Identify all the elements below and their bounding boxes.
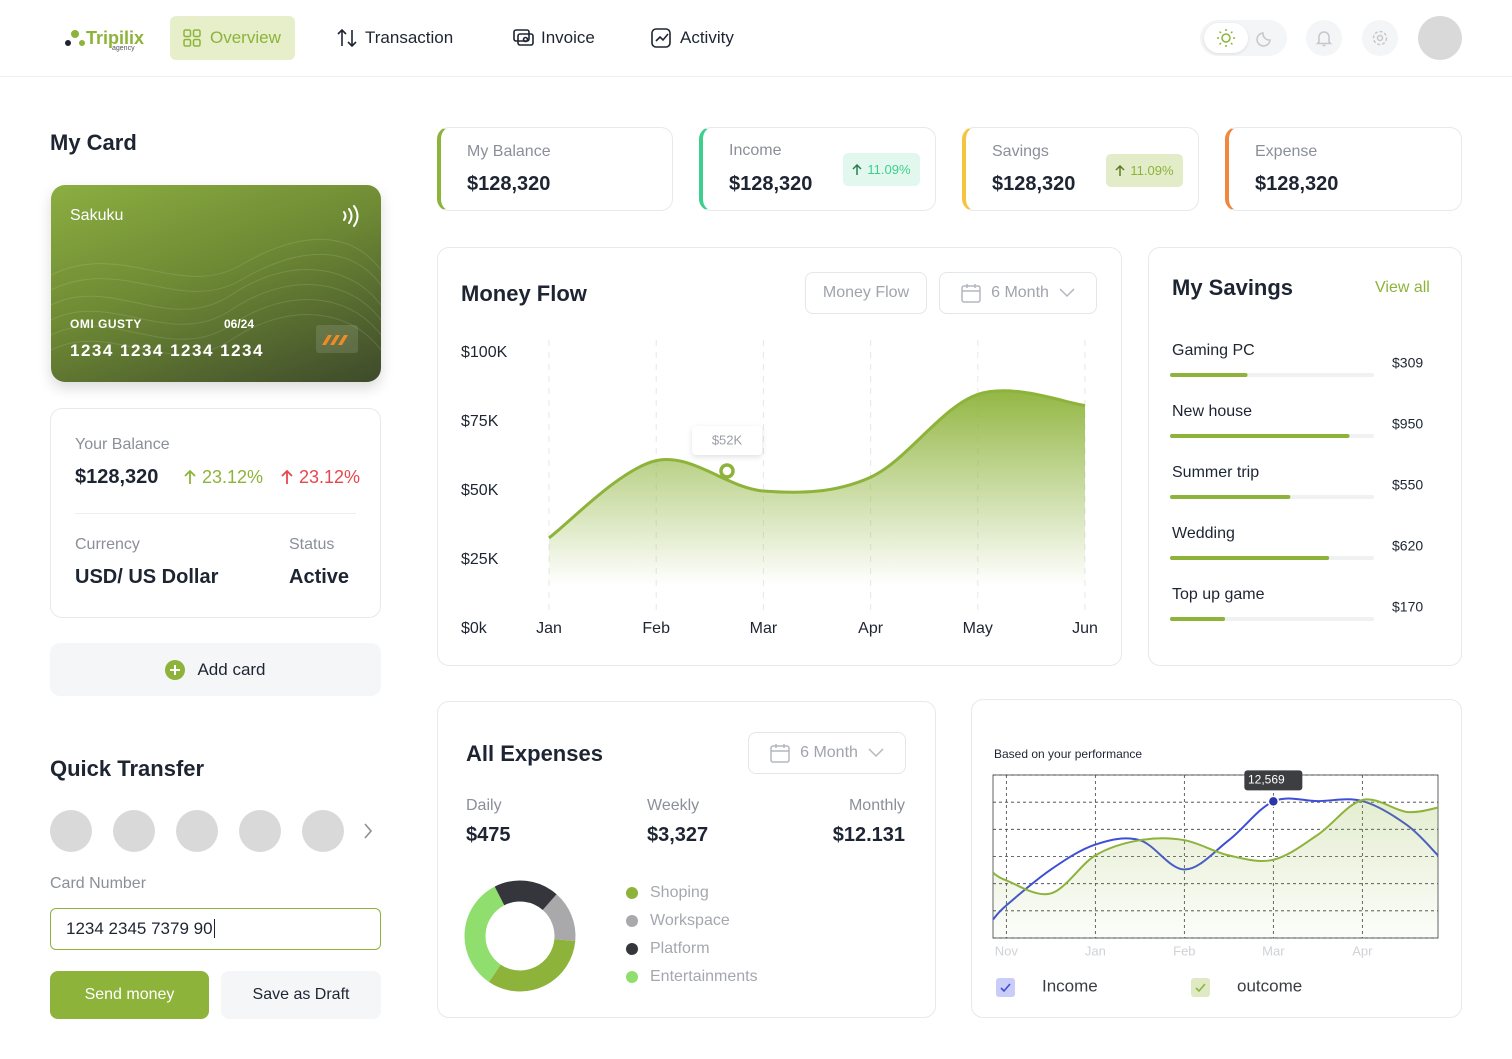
notification-button[interactable] [1306, 20, 1342, 56]
balance-label: Your Balance [75, 436, 170, 453]
period-button[interactable]: 6 Month [939, 272, 1097, 314]
nav-icon [651, 28, 671, 48]
nav-item[interactable]: Overview [210, 28, 281, 47]
arrow-up-icon [1115, 164, 1125, 176]
logo-sub: agency [112, 45, 135, 52]
period-label: 6 Month [991, 284, 1049, 301]
header [0, 0, 1512, 77]
currency-value: USD/ US Dollar [75, 566, 219, 588]
card-number: 1234 1234 1234 1234 [70, 341, 264, 360]
chevron-right[interactable] [362, 822, 374, 840]
avatar[interactable] [1418, 16, 1462, 60]
status-label: Status [289, 536, 335, 553]
balance-value: $128,320 [75, 466, 159, 488]
expense-label: Daily [466, 797, 502, 814]
filter-label: Money Flow [822, 284, 910, 301]
chevron-down [1059, 288, 1075, 298]
nav-icon [183, 29, 201, 47]
nav-active-bg [170, 16, 295, 60]
filter-button[interactable]: Money Flow [805, 272, 927, 314]
arrow-up-icon [281, 469, 293, 484]
stat-card [437, 127, 673, 211]
section-title: My Savings [1172, 275, 1294, 300]
section-title: My Card [50, 130, 137, 155]
logo[interactable]: Tripilix [86, 28, 145, 48]
contact-avatar[interactable] [113, 810, 155, 852]
stat-change-badge: 11.09% [843, 153, 920, 186]
nav-icon [337, 28, 357, 48]
calendar-icon [961, 284, 981, 303]
card-chip [316, 325, 358, 353]
status-value: Active [289, 566, 350, 588]
period-label: 6 Month [800, 744, 858, 761]
section-title: Quick Transfer [50, 756, 205, 781]
balance-change-down: 23.12% [299, 467, 361, 487]
logo-icon [65, 30, 85, 46]
input-text: 1234 2345 7379 90 [66, 919, 213, 938]
stat-change: 11.09% [867, 162, 911, 177]
settings-button[interactable] [1362, 20, 1398, 56]
stat-card [1225, 127, 1462, 211]
stat-value: $128,320 [992, 173, 1076, 195]
arrow-up-icon [184, 469, 196, 484]
nav-item[interactable]: Transaction [365, 28, 454, 47]
expense-label: Monthly [848, 797, 905, 814]
add-card-button[interactable]: Add card [50, 643, 381, 696]
card-holder: OMI GUSTY [70, 317, 142, 331]
stat-label: My Balance [467, 143, 551, 160]
gear-icon [1372, 30, 1388, 46]
stat-label: Savings [992, 143, 1049, 160]
view-all-link[interactable]: View all [1375, 279, 1430, 296]
performance-panel [971, 699, 1462, 1018]
contact-avatar[interactable] [239, 810, 281, 852]
chart-title: Money Flow [461, 281, 587, 306]
expense-value: $12.131 [832, 824, 905, 846]
currency-label: Currency [75, 536, 140, 553]
stat-value: $128,320 [729, 173, 813, 195]
contact-avatar[interactable] [302, 810, 344, 852]
bank-card[interactable] [51, 185, 381, 382]
stat-label: Expense [1255, 143, 1318, 160]
add-card-label: Add card [197, 659, 266, 679]
arrow-up-icon [852, 163, 862, 175]
stat-value: $128,320 [1255, 173, 1339, 195]
bell-icon [1315, 31, 1333, 47]
savings-panel [1148, 247, 1462, 666]
stat-change-badge: 11.09% [1106, 154, 1183, 187]
moon-icon [1256, 32, 1271, 47]
stat-change: 11.09% [1130, 163, 1174, 178]
period-button[interactable]: 6 Month [748, 732, 906, 774]
card-pattern [51, 238, 381, 355]
chevron-down [868, 748, 884, 758]
nav-item[interactable]: Invoice [541, 28, 595, 47]
section-title: All Expenses [466, 741, 603, 766]
caret [213, 919, 215, 938]
contact-avatar[interactable] [50, 810, 92, 852]
card-number-label: Card Number [50, 875, 147, 892]
contact-avatar[interactable] [176, 810, 218, 852]
nav-icon [513, 29, 534, 46]
balance-change-up: 23.12% [202, 467, 264, 487]
card-expiry: 06/24 [224, 317, 255, 331]
divider [75, 513, 356, 514]
stat-label: Income [729, 142, 782, 159]
expense-value: $475 [466, 824, 511, 846]
theme-toggle-knob [1204, 23, 1248, 53]
expense-label: Weekly [647, 797, 700, 814]
nav-item[interactable]: Activity [680, 28, 734, 47]
send-button[interactable]: Send money [50, 971, 209, 1019]
sun-icon [1217, 29, 1235, 47]
card-bank: Sakuku [70, 207, 124, 224]
expense-value: $3,327 [647, 824, 709, 846]
calendar-icon [770, 744, 790, 763]
card-number-input[interactable]: 1234 2345 7379 90 [50, 908, 381, 950]
draft-button[interactable]: Save as Draft [221, 971, 381, 1019]
stat-value: $128,320 [467, 173, 551, 195]
contactless-icon [343, 205, 359, 227]
plus-icon [165, 659, 186, 680]
